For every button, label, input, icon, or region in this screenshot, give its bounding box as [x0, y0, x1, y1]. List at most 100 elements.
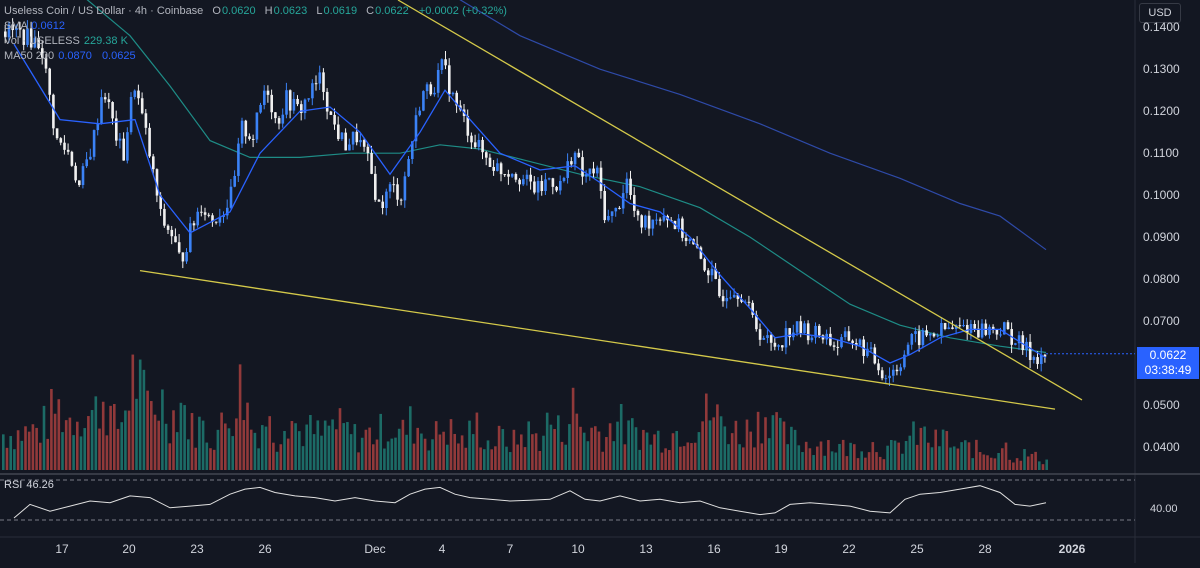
candle-body	[688, 239, 692, 241]
volume-bar	[819, 441, 823, 470]
candle-body	[873, 347, 877, 364]
candle-body	[810, 337, 814, 341]
close-value: 0.0622	[375, 5, 409, 17]
candle-body	[255, 112, 259, 140]
candle-body	[22, 29, 26, 45]
candle-body	[784, 328, 788, 348]
candle-body	[973, 324, 976, 329]
volume-bar	[416, 427, 419, 470]
volume-bar	[838, 443, 841, 470]
volume-bar	[9, 436, 12, 470]
volume-bar	[557, 415, 560, 470]
volume-bar	[275, 451, 279, 470]
candle-body	[514, 174, 518, 180]
volume-bar	[283, 430, 286, 470]
candle-body	[166, 225, 170, 230]
volume-bar	[853, 444, 856, 470]
volume-bar	[224, 423, 227, 470]
volume-bar	[397, 428, 401, 470]
candle-body	[847, 331, 851, 341]
candle-body	[747, 301, 751, 303]
volume-bar	[549, 424, 553, 470]
volume-bar	[179, 402, 183, 470]
candle-body	[614, 207, 618, 212]
volume-bar	[168, 443, 172, 470]
candle-body	[836, 346, 840, 348]
volume-bar	[1030, 453, 1034, 470]
candle-body	[140, 98, 144, 114]
candle-body	[1043, 354, 1047, 357]
candle-body	[555, 186, 558, 191]
volume-bar	[142, 369, 146, 470]
volume-bar	[893, 440, 897, 470]
candle-body	[129, 96, 133, 133]
volume-bar	[523, 447, 527, 470]
candle-body	[4, 31, 7, 38]
volume-bar	[127, 410, 131, 470]
candle-body	[588, 168, 592, 175]
volume-bar	[767, 438, 771, 470]
bar-countdown: 03:38:49	[1144, 363, 1192, 377]
volume-bar	[331, 419, 334, 470]
volume-bar	[908, 435, 912, 470]
volume-bar	[1015, 458, 1019, 470]
volume-bar	[841, 439, 845, 470]
candle-body	[636, 210, 640, 216]
candle-body	[359, 140, 362, 143]
candle-body	[266, 90, 270, 95]
candle-body	[966, 325, 969, 333]
candle-body	[884, 378, 888, 380]
currency-selector[interactable]: USD	[1139, 3, 1181, 23]
volume-bar	[2, 434, 5, 470]
volume-bar	[575, 413, 579, 470]
sma-legend[interactable]: SMA 0.0612	[4, 20, 65, 32]
time-tick-label: 7	[506, 542, 514, 556]
candle-body	[581, 157, 584, 177]
candle-body	[843, 331, 847, 338]
volume-bar	[135, 398, 138, 470]
candle-body	[59, 138, 63, 143]
candle-body	[144, 113, 148, 128]
volume-bar	[449, 419, 453, 470]
candle-body	[203, 212, 207, 215]
volume-bar	[316, 420, 320, 470]
volume-bar	[298, 431, 301, 470]
candle-body	[718, 278, 721, 297]
volume-bar	[601, 451, 604, 470]
candle-body	[429, 84, 433, 95]
candle-body	[329, 111, 333, 115]
volume-bar	[760, 443, 764, 470]
candle-body	[274, 112, 277, 119]
candle-body	[788, 328, 791, 338]
volume-bar	[105, 435, 109, 470]
candle-body	[522, 179, 525, 185]
candle-body	[681, 218, 684, 238]
volume-bar	[323, 420, 327, 470]
volume-bar	[649, 444, 653, 470]
volume-legend[interactable]: Vol · USELESS 229.38 K	[4, 35, 128, 47]
volume-bar	[520, 434, 523, 470]
candle-body	[355, 131, 359, 143]
volume-bar	[490, 449, 493, 470]
price-tick-label: 0.0400	[1143, 439, 1180, 454]
candle-body	[325, 91, 329, 112]
candle-body	[529, 174, 532, 182]
candle-body	[152, 156, 155, 170]
candle-body	[222, 215, 225, 217]
volume-bar	[734, 420, 738, 470]
candle-body	[163, 208, 166, 226]
candle-body	[292, 98, 296, 111]
rsi-legend[interactable]: RSI 46.26	[4, 479, 54, 491]
candle-body	[832, 345, 836, 347]
candle-body	[925, 330, 928, 336]
volume-bar	[1034, 451, 1037, 470]
volume-bar	[605, 437, 608, 470]
volume-bar	[590, 427, 593, 470]
candle-body	[644, 215, 647, 228]
ma-legend[interactable]: MA50 200 0.0870 0.0625	[4, 50, 136, 62]
volume-bar	[190, 413, 194, 470]
candle-body	[348, 144, 351, 151]
candle-body	[892, 369, 895, 376]
